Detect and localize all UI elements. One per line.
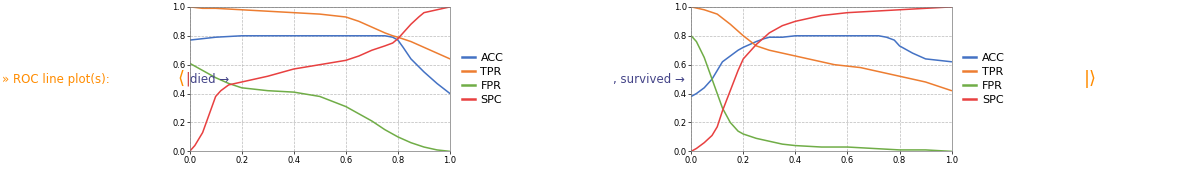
Text: died →: died →: [190, 73, 229, 86]
Legend: ACC, TPR, FPR, SPC: ACC, TPR, FPR, SPC: [462, 53, 503, 105]
Text: |⟩: |⟩: [1084, 70, 1097, 88]
Text: ⟨: ⟨: [178, 70, 185, 88]
Legend: ACC, TPR, FPR, SPC: ACC, TPR, FPR, SPC: [964, 53, 1004, 105]
Text: » ROC line plot(s):: » ROC line plot(s):: [2, 73, 114, 86]
Text: , survived →: , survived →: [613, 73, 685, 86]
Text: |: |: [186, 72, 190, 86]
